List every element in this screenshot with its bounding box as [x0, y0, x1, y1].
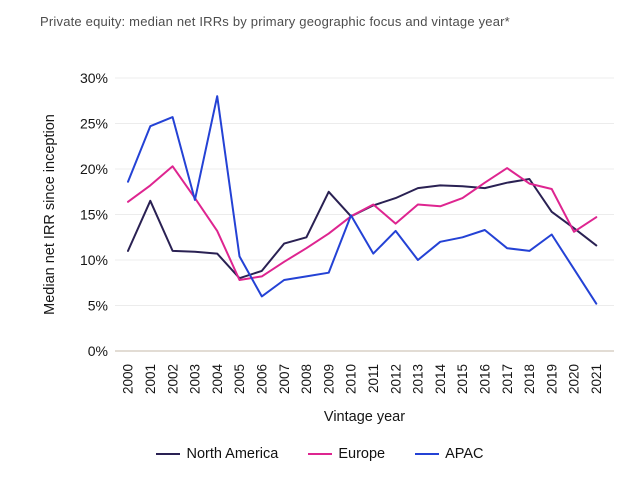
x-tick-label: 2019 — [544, 364, 559, 394]
y-tick-label: 15% — [80, 207, 108, 223]
x-tick-label: 2018 — [522, 364, 537, 394]
legend-item-europe: Europe — [308, 446, 385, 462]
legend-swatch — [308, 453, 333, 455]
x-tick-label: 2020 — [567, 364, 582, 394]
x-tick-label: 2021 — [589, 364, 604, 394]
x-tick-label: 2013 — [411, 364, 426, 394]
x-tick-label: 2014 — [433, 364, 448, 395]
x-tick-label: 2001 — [143, 364, 158, 394]
y-tick-label: 0% — [88, 343, 108, 359]
x-tick-label: 2010 — [344, 364, 359, 394]
y-tick-label: 25% — [80, 116, 108, 132]
x-tick-label: 2007 — [277, 364, 292, 394]
legend-label: North America — [186, 446, 279, 462]
legend-swatch — [156, 453, 181, 455]
x-tick-label: 2004 — [210, 364, 225, 395]
legend-swatch — [415, 453, 440, 455]
series-line-apac — [127, 95, 598, 305]
legend-item-apac: APAC — [415, 446, 484, 462]
x-tick-label: 2012 — [388, 364, 403, 394]
x-tick-label: 2015 — [455, 364, 470, 394]
x-tick-label: 2005 — [232, 364, 247, 394]
y-tick-label: 30% — [80, 70, 108, 86]
y-tick-label: 10% — [80, 252, 108, 268]
x-tick-label: 2006 — [255, 364, 270, 394]
series-line-europe — [127, 165, 598, 281]
y-axis-title: Median net IRR since inception — [42, 114, 58, 315]
x-tick-label: 2016 — [478, 364, 493, 394]
legend-label: Europe — [338, 446, 386, 462]
x-tick-label: 2011 — [366, 364, 381, 393]
y-tick-label: 5% — [88, 298, 108, 314]
x-axis-title: Vintage year — [324, 409, 405, 425]
chart-legend: North America Europe APAC — [0, 443, 640, 465]
x-tick-label: 2008 — [299, 364, 314, 394]
x-tick-label: 2000 — [121, 364, 136, 394]
x-tick-label: 2003 — [188, 364, 203, 394]
legend-label: APAC — [445, 446, 484, 462]
y-tick-label: 20% — [80, 161, 108, 177]
chart-title: Private equity: median net IRRs by prima… — [40, 14, 510, 29]
series-line-north-america — [127, 178, 598, 280]
x-tick-label: 2002 — [165, 364, 180, 394]
x-tick-label: 2009 — [321, 364, 336, 394]
x-tick-label: 2017 — [500, 364, 515, 394]
legend-item-north-america: North America — [156, 446, 278, 462]
